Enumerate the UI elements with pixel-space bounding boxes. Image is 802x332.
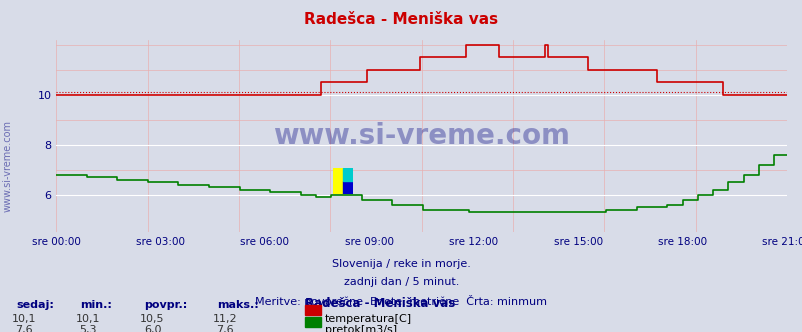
Text: 10,5: 10,5	[140, 314, 164, 324]
Text: 7,6: 7,6	[216, 325, 233, 332]
Text: Radešca - Meniška vas: Radešca - Meniška vas	[304, 12, 498, 27]
Text: 10,1: 10,1	[76, 314, 100, 324]
Text: 6,0: 6,0	[144, 325, 161, 332]
Bar	[343, 181, 353, 194]
Text: 11,2: 11,2	[213, 314, 237, 324]
Text: www.si-vreme.com: www.si-vreme.com	[273, 122, 569, 150]
Text: sedaj:: sedaj:	[16, 300, 54, 310]
Text: Meritve: povprečne  Enote: metrične  Črta: minmum: Meritve: povprečne Enote: metrične Črta:…	[255, 295, 547, 307]
Text: Radešca - Meniška vas: Radešca - Meniška vas	[305, 297, 455, 310]
Text: 5,3: 5,3	[79, 325, 97, 332]
Bar	[343, 168, 353, 181]
Text: min.:: min.:	[80, 300, 112, 310]
Bar	[333, 168, 343, 194]
Text: 7,6: 7,6	[15, 325, 33, 332]
Text: temperatura[C]: temperatura[C]	[325, 314, 411, 324]
Text: Slovenija / reke in morje.: Slovenija / reke in morje.	[332, 259, 470, 269]
Text: povpr.:: povpr.:	[144, 300, 188, 310]
Text: zadnji dan / 5 minut.: zadnji dan / 5 minut.	[343, 277, 459, 287]
Text: maks.:: maks.:	[217, 300, 258, 310]
Text: 10,1: 10,1	[12, 314, 36, 324]
Text: pretok[m3/s]: pretok[m3/s]	[325, 325, 397, 332]
Text: www.si-vreme.com: www.si-vreme.com	[3, 120, 13, 212]
